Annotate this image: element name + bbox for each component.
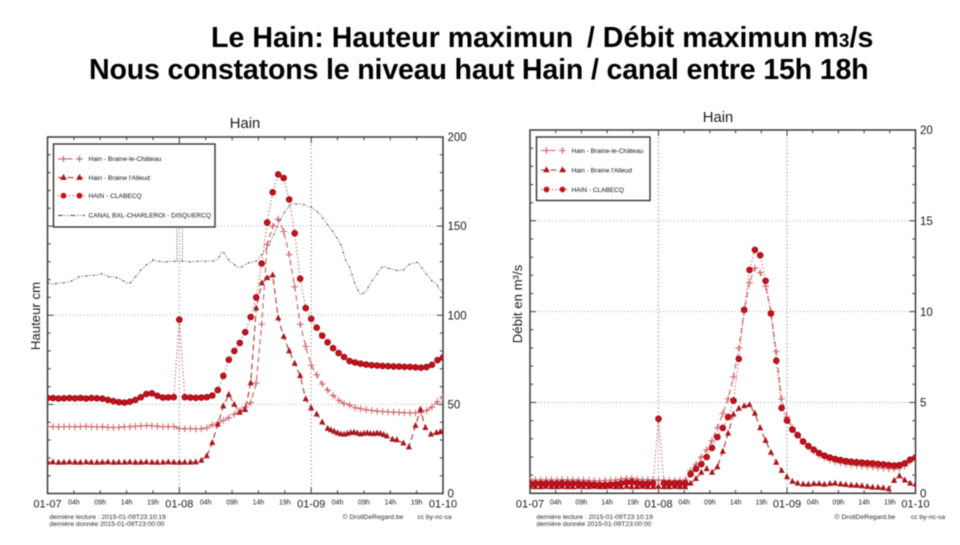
svg-text:5: 5 [920,398,926,410]
svg-text:09h: 09h [94,500,106,507]
svg-text:19h: 19h [279,500,291,507]
svg-text:19h: 19h [755,500,767,507]
svg-text:14h: 14h [601,500,613,507]
svg-text:19h: 19h [884,500,896,507]
svg-text:50: 50 [448,400,461,412]
svg-text:10: 10 [920,307,933,319]
svg-text:01-10: 01-10 [901,499,929,511]
svg-text:Hain: Hain [230,116,260,132]
svg-text:19h: 19h [147,500,159,507]
svg-text:dernière lecture : 2015-01-09T: dernière lecture : 2015-01-09T23:10:19 [50,514,167,521]
svg-text:Hain - Braine l'Alleud: Hain - Braine l'Alleud [89,175,151,182]
svg-text:19h: 19h [411,500,423,507]
svg-text:04h: 04h [200,500,212,507]
svg-text:04h: 04h [332,500,344,507]
svg-text:150: 150 [448,221,467,233]
svg-text:HAIN - CLABECQ: HAIN - CLABECQ [572,187,624,194]
svg-text:01-08: 01-08 [644,499,672,511]
svg-text:04h: 04h [807,500,819,507]
svg-text:200: 200 [448,132,467,144]
svg-text:01-09: 01-09 [297,499,325,511]
svg-text:01-07: 01-07 [516,499,544,511]
svg-text:© DroitDeRegard.be: © DroitDeRegard.be [835,513,896,521]
svg-text:09h: 09h [576,500,588,507]
svg-text:01-08: 01-08 [165,499,193,511]
svg-text:cc by-nc-sa: cc by-nc-sa [911,514,945,521]
svg-text:0: 0 [448,489,454,501]
svg-text:cc by-nc-sa: cc by-nc-sa [417,514,451,521]
svg-text:14h: 14h [730,500,742,507]
svg-text:19h: 19h [627,500,639,507]
svg-text:Hain - Braine l'Alleud: Hain - Braine l'Alleud [572,167,633,174]
svg-text:09h: 09h [358,500,370,507]
svg-text:Hain: Hain [703,110,733,126]
svg-text:09h: 09h [226,500,238,507]
svg-text:14h: 14h [858,500,870,507]
svg-text:dernière donnée 2015-01-09T23: dernière donnée 2015-01-09T23:00:00 [537,521,652,528]
svg-text:Hain - Braine-le-Château: Hain - Braine-le-Château [89,156,162,163]
svg-text:01-09: 01-09 [773,499,801,511]
svg-text:0: 0 [920,488,926,500]
svg-text:09h: 09h [833,500,845,507]
svg-text:14h: 14h [253,500,265,507]
svg-text:dernière lecture : 2015-01-09T: dernière lecture : 2015-01-09T23:10:19 [537,514,654,521]
svg-text:14h: 14h [121,500,133,507]
svg-text:Débit en m³/s: Débit en m³/s [510,264,525,343]
svg-text:15: 15 [920,216,933,228]
svg-text:04h: 04h [68,500,80,507]
svg-text:HAIN - CLABECQ: HAIN - CLABECQ [89,193,142,200]
svg-text:Hain - Braine-le-Château: Hain - Braine-le-Château [572,148,644,155]
svg-text:20: 20 [920,125,933,137]
svg-text:© DroitDeRegard.be: © DroitDeRegard.be [343,513,404,521]
svg-text:04h: 04h [678,500,690,507]
svg-text:CANAL BXL-CHARLEROI - DISQUERC: CANAL BXL-CHARLEROI - DISQUERCQ [89,213,212,220]
svg-text:01-07: 01-07 [33,499,61,511]
svg-text:14h: 14h [384,500,396,507]
svg-text:01-10: 01-10 [429,499,457,511]
svg-text:dernière donnée 2015-01-09T23: dernière donnée 2015-01-09T23:00:00 [50,521,165,528]
svg-text:100: 100 [448,310,467,322]
svg-text:04h: 04h [550,500,562,507]
svg-text:Hauteur cm: Hauteur cm [28,282,43,350]
svg-text:09h: 09h [704,500,716,507]
